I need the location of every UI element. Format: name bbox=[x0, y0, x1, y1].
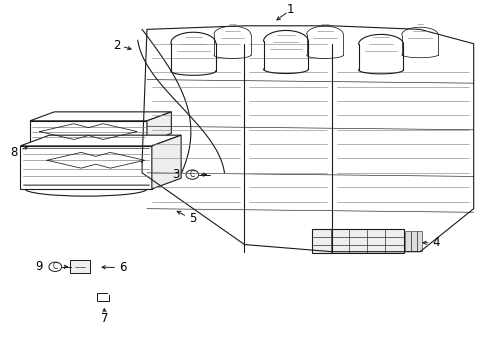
Text: 5: 5 bbox=[188, 212, 196, 225]
Text: 4: 4 bbox=[431, 236, 439, 249]
Text: C: C bbox=[189, 170, 195, 179]
Polygon shape bbox=[20, 135, 181, 146]
Polygon shape bbox=[30, 112, 171, 121]
Text: 2: 2 bbox=[113, 39, 120, 52]
Text: 6: 6 bbox=[119, 261, 126, 274]
FancyBboxPatch shape bbox=[70, 260, 90, 273]
Text: 8: 8 bbox=[11, 145, 18, 158]
Polygon shape bbox=[142, 26, 473, 252]
Polygon shape bbox=[30, 121, 147, 142]
Text: 9: 9 bbox=[35, 260, 42, 273]
Polygon shape bbox=[147, 112, 171, 142]
Text: 7: 7 bbox=[101, 311, 108, 325]
Text: 1: 1 bbox=[286, 3, 294, 16]
Text: C: C bbox=[53, 262, 58, 271]
FancyBboxPatch shape bbox=[410, 231, 416, 251]
Text: 3: 3 bbox=[172, 168, 180, 181]
FancyBboxPatch shape bbox=[311, 229, 403, 253]
Polygon shape bbox=[152, 135, 181, 189]
FancyBboxPatch shape bbox=[404, 231, 410, 251]
FancyBboxPatch shape bbox=[416, 231, 422, 251]
Polygon shape bbox=[20, 146, 152, 189]
